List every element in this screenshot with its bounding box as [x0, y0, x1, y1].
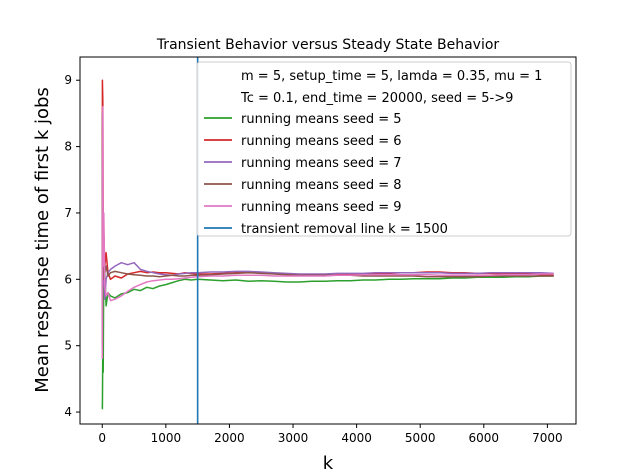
legend-entry: running means seed = 6	[241, 134, 402, 149]
series-line	[101, 106, 554, 360]
series-layer	[101, 57, 554, 424]
legend: m = 5, setup_time = 5, lamda = 0.35, mu …	[196, 61, 572, 237]
y-axis: 4 5 6 7 8 9	[64, 73, 80, 419]
legend-header-line: m = 5, setup_time = 5, lamda = 0.35, mu …	[241, 69, 542, 84]
chart-title: Transient Behavior versus Steady State B…	[156, 37, 500, 53]
x-tick-label: 1000	[151, 431, 182, 445]
series-line	[101, 112, 554, 346]
series-line	[101, 152, 554, 333]
y-axis-label: Mean response time of first k jobs	[32, 87, 53, 393]
x-tick-label: 6000	[469, 431, 500, 445]
legend-box	[196, 61, 572, 237]
plot-area	[79, 56, 577, 425]
legend-header-line: Tc = 0.1, end_time = 20000, seed = 5->9	[240, 91, 513, 106]
x-axis: 0 1000 2000 3000 4000 5000 6000 7000	[98, 424, 563, 445]
plot-frame	[79, 56, 577, 425]
x-tick-label: 7000	[532, 431, 563, 445]
legend-entry: running means seed = 9	[241, 200, 402, 215]
x-axis-label: k	[323, 453, 334, 474]
y-tick-label: 7	[64, 206, 72, 220]
legend-entry: running means seed = 5	[241, 112, 402, 127]
legend-entry: running means seed = 8	[241, 178, 402, 193]
legend-entry: transient removal line k = 1500	[241, 222, 448, 237]
y-tick-label: 5	[64, 339, 72, 353]
y-tick-label: 9	[64, 73, 72, 87]
legend-entry: running means seed = 7	[241, 156, 402, 171]
x-tick-label: 2000	[214, 431, 245, 445]
y-tick-label: 6	[64, 272, 72, 286]
x-tick-label: 0	[98, 431, 106, 445]
y-tick-label: 8	[64, 140, 72, 154]
x-tick-label: 3000	[278, 431, 309, 445]
series-line	[101, 258, 554, 410]
x-tick-label: 4000	[341, 431, 372, 445]
y-tick-label: 4	[64, 405, 72, 419]
x-tick-label: 5000	[405, 431, 436, 445]
